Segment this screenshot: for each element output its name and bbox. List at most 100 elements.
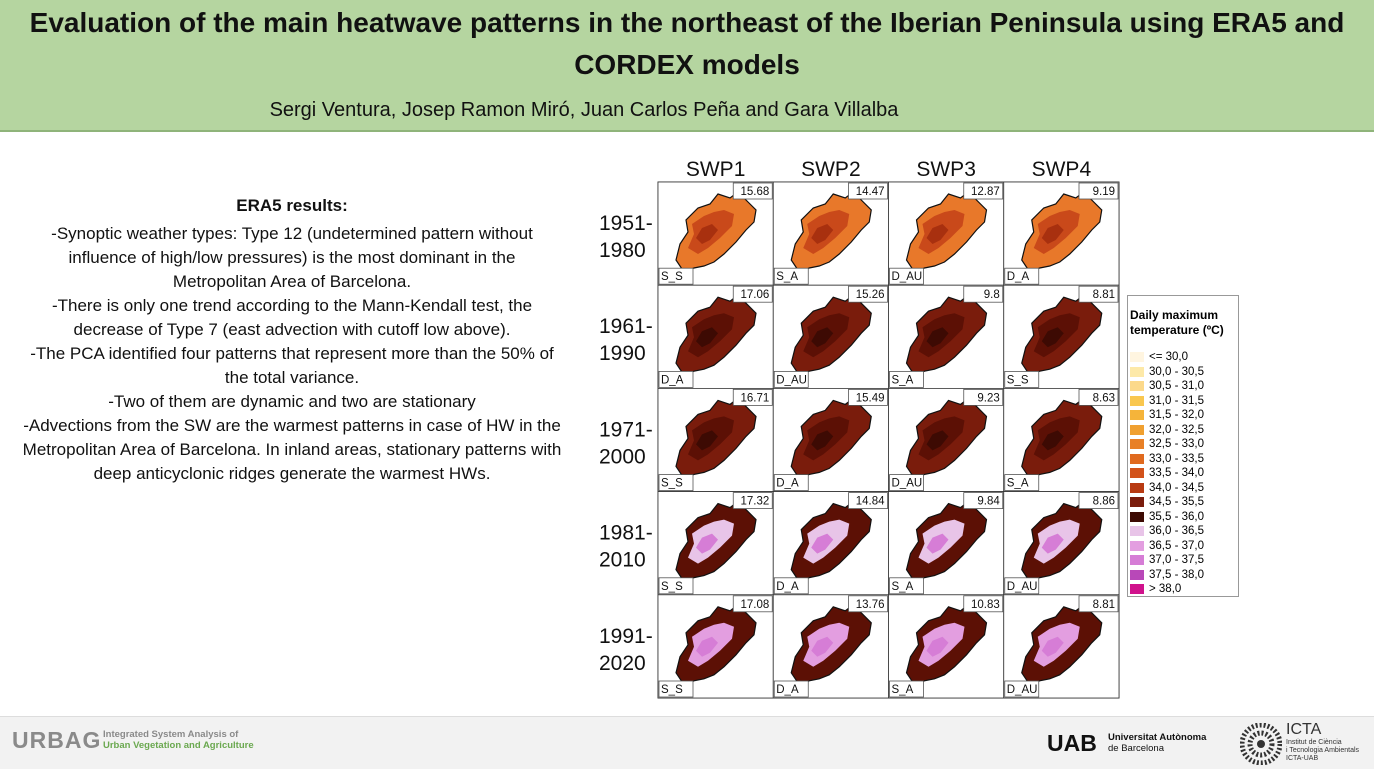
legend-item: 33,0 - 33,5 — [1128, 452, 1238, 467]
legend-label: 34,0 - 34,5 — [1149, 481, 1204, 494]
map — [675, 191, 757, 273]
legend-swatch — [1130, 453, 1144, 464]
period-label: 1971- — [599, 418, 653, 441]
map-region — [811, 533, 834, 554]
legend-item: 37,0 - 37,5 — [1128, 553, 1238, 568]
period-label: 2010 — [599, 549, 646, 572]
label-box — [889, 680, 924, 698]
legend-label: > 38,0 — [1149, 583, 1182, 596]
uab-logo: UAB — [1047, 730, 1097, 756]
icta-ring — [1240, 723, 1282, 765]
value-box — [732, 492, 773, 510]
value-box — [848, 595, 888, 613]
period-label: 1991- — [599, 625, 653, 648]
legend-label: 36,0 - 36,5 — [1149, 525, 1204, 538]
legend-item: 33,5 - 34,0 — [1128, 466, 1238, 481]
map-region — [696, 533, 718, 554]
map-region — [1041, 224, 1064, 244]
cell-label: S_S — [1007, 374, 1029, 386]
label-box — [773, 577, 809, 595]
legend: Daily maximum temperature (ºC) <= 30,0 30… — [1127, 295, 1239, 597]
icta-line: i Tecnologia Ambientals — [1286, 747, 1360, 754]
footer: URBAG Integrated System Analysis of Urba… — [0, 716, 1374, 769]
legend-swatch — [1130, 497, 1144, 508]
label-box — [889, 267, 924, 285]
icta-ring — [1247, 730, 1275, 758]
period-label: 2000 — [599, 445, 646, 468]
value-box — [732, 595, 773, 613]
map — [790, 397, 872, 480]
label-box — [658, 577, 694, 595]
label-box — [889, 370, 924, 388]
map-region — [1041, 327, 1064, 348]
cell-value: 8.63 — [1093, 392, 1115, 404]
legend-item: 31,0 - 31,5 — [1128, 394, 1238, 409]
legend-label: 31,5 - 32,0 — [1149, 409, 1204, 422]
map-region — [926, 224, 949, 244]
cell-value: 9.8 — [984, 289, 1000, 301]
cell-value: 17.32 — [740, 496, 769, 508]
value-box — [732, 285, 773, 303]
period-label: 1980 — [599, 239, 646, 262]
legend-swatch — [1130, 584, 1144, 595]
map — [905, 191, 988, 273]
uab-line: Universitat Autònoma — [1108, 732, 1207, 743]
map — [675, 294, 757, 376]
legend-swatch — [1130, 482, 1144, 493]
legend-label: 37,5 - 38,0 — [1149, 568, 1204, 581]
legend-label: 36,5 - 37,0 — [1149, 539, 1204, 552]
legend-item: 32,5 - 33,0 — [1128, 437, 1238, 452]
icta-ring — [1257, 740, 1265, 748]
cell-label: S_A — [1007, 478, 1029, 490]
legend-label: 30,0 - 30,5 — [1149, 365, 1204, 378]
legend-item: <= 30,0 — [1128, 350, 1238, 365]
cell-value: 14.47 — [856, 186, 885, 198]
map-region — [811, 636, 834, 657]
legend-item: 31,5 - 32,0 — [1128, 408, 1238, 423]
value-box — [1078, 285, 1119, 303]
legend-item: 37,5 - 38,0 — [1128, 568, 1238, 583]
value-box — [1078, 492, 1119, 510]
urbag-line: Urban Vegetation and Agriculture — [103, 740, 254, 751]
icta-logo: ICTA — [1286, 721, 1322, 738]
value-box — [1078, 182, 1119, 200]
cell-value: 15.68 — [740, 186, 769, 198]
label-box — [1004, 370, 1040, 388]
legend-item: 32,0 - 32,5 — [1128, 423, 1238, 438]
cell-label: D_AU — [776, 374, 807, 386]
value-box — [963, 388, 1004, 406]
label-box — [889, 474, 924, 492]
period-label: 1981- — [599, 522, 653, 545]
label-box — [773, 474, 809, 492]
cell-label: S_A — [776, 271, 798, 283]
header-band — [0, 0, 1374, 132]
label-box — [1004, 267, 1040, 285]
period-label: 1961- — [599, 315, 653, 338]
label-box — [658, 680, 694, 698]
value-box — [732, 182, 773, 200]
value-box — [963, 492, 1004, 510]
legend-label: 37,0 - 37,5 — [1149, 554, 1204, 567]
cell-label: D_A — [776, 478, 799, 490]
cell-label: D_AU — [1007, 684, 1038, 696]
map-region — [811, 327, 834, 348]
map — [905, 500, 988, 583]
cell-label: D_AU — [1007, 581, 1038, 593]
legend-item: 36,5 - 37,0 — [1128, 539, 1238, 554]
label-box — [658, 474, 694, 492]
period-label: 2020 — [599, 652, 646, 675]
legend-label: 32,5 - 33,0 — [1149, 438, 1204, 451]
label-box — [1004, 577, 1040, 595]
cell-value: 8.81 — [1093, 599, 1115, 611]
cell-value: 9.84 — [977, 496, 1000, 508]
label-box — [773, 680, 809, 698]
urbag-line: Integrated System Analysis of — [103, 729, 239, 740]
legend-swatch — [1130, 511, 1144, 522]
map — [1021, 604, 1103, 686]
map — [675, 397, 757, 480]
results-paragraph: -Advections from the SW are the warmest … — [22, 416, 562, 483]
cell-label: S_A — [892, 581, 914, 593]
label-box — [1004, 680, 1040, 698]
map — [1021, 191, 1103, 273]
